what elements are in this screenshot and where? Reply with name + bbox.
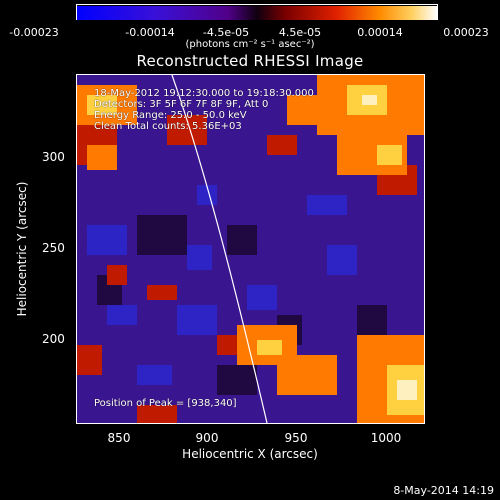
colorbar (76, 4, 438, 20)
x-tick-label: 950 (284, 431, 308, 445)
y-axis-label: Heliocentric Y (arcsec) (15, 181, 29, 317)
rhessi-image-plot (76, 74, 425, 424)
x-tick-label: 1000 (370, 431, 402, 445)
x-tick-label: 900 (195, 431, 219, 445)
detectors-label: Detectors: 3F 5F 6F 7F 8F 9F, Att 0 (94, 99, 269, 110)
y-tick-label: 300 (42, 150, 65, 164)
colorbar-tick: 4.5e-05 (278, 26, 322, 39)
colorbar-tick: -4.5e-05 (202, 26, 250, 39)
colorbar-gradient (77, 6, 437, 20)
peak-position-label: Position of Peak = [938,340] (94, 398, 237, 409)
x-tick-label: 850 (107, 431, 131, 445)
x-axis-label: Heliocentric X (arcsec) (182, 447, 318, 461)
colorbar-unit-label: (photons cm⁻² s⁻¹ asec⁻²) (185, 39, 315, 50)
footer-date: 8-May-2014 14:19 (393, 484, 494, 497)
solar-limb-curve (171, 75, 268, 423)
colorbar-tick: -0.00023 (9, 26, 59, 39)
y-tick-label: 200 (42, 332, 65, 346)
energy-range-label: Energy Range: 25.0 - 50.0 keV (94, 110, 247, 121)
colorbar-tick: 0.00023 (443, 26, 489, 39)
y-tick-label: 250 (42, 241, 65, 255)
colorbar-tick: -0.00014 (125, 26, 175, 39)
time-range-label: 18-May-2012 19:12:30.000 to 19:18:30.000 (94, 88, 314, 99)
image-title: Reconstructed RHESSI Image (136, 52, 364, 70)
clean-info-label: Clean Total counts: 5.36E+03 (94, 121, 242, 132)
image-heatmap (77, 75, 424, 423)
colorbar-tick: 0.00014 (357, 26, 403, 39)
